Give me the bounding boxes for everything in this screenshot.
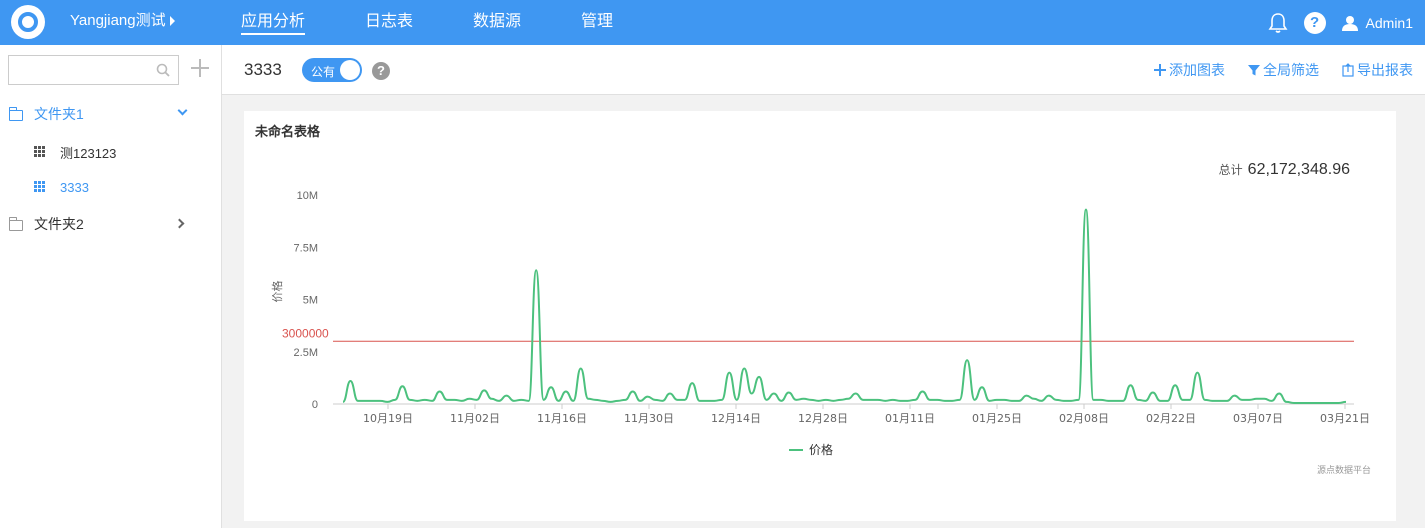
plus-icon — [1153, 63, 1167, 77]
help-icon[interactable]: ? — [1303, 11, 1326, 34]
x-tick-label: 01月11日 — [885, 412, 935, 425]
project-name: Yangjiang测试 — [70, 12, 166, 29]
toggle-label: 公有 — [311, 65, 336, 79]
x-tick-label: 11月30日 — [624, 412, 674, 425]
tab-data-sources[interactable]: 数据源 — [473, 13, 522, 30]
x-tick-label: 12月28日 — [798, 412, 848, 425]
export-report-label: 导出报表 — [1357, 62, 1413, 78]
total-label: 总计 — [1218, 163, 1243, 177]
total-summary: 总计 62,172,348.96 — [1219, 161, 1350, 179]
chevron-right-icon[interactable] — [174, 218, 185, 229]
search-field[interactable] — [13, 56, 153, 82]
add-folder-icon[interactable] — [191, 59, 209, 77]
search-input[interactable] — [8, 55, 179, 85]
main-nav: 应用分析 日志表 数据源 管理 — [241, 0, 673, 45]
tab-app-analysis[interactable]: 应用分析 — [241, 0, 306, 45]
table-icon — [34, 181, 45, 192]
global-filter-button[interactable]: 全局筛选 — [1247, 60, 1319, 80]
total-value: 62,172,348.96 — [1247, 161, 1350, 178]
chart-card: 未命名表格 总计 62,172,348.96 0 2.5M 5M 7.5M 10M 价格 1… — [244, 111, 1396, 521]
top-bar: Yangjiang测试 应用分析 日志表 数据源 管理 ? Admin1 — [0, 0, 1425, 45]
logo-icon[interactable] — [11, 5, 45, 39]
y-tick-label: 2.5M — [294, 347, 318, 359]
filter-icon — [1247, 63, 1261, 77]
legend-label: 价格 — [809, 442, 833, 457]
table-row-1[interactable]: 测123123 — [0, 137, 222, 167]
folder-row-1[interactable]: 文件夹1 — [0, 99, 222, 129]
x-tick-label: 11月02日 — [450, 412, 500, 425]
chevron-down-icon[interactable] — [177, 105, 188, 116]
x-tick-label: 03月07日 — [1233, 412, 1283, 425]
card-title: 未命名表格 — [255, 124, 321, 139]
y-tick-label: 0 — [312, 399, 318, 411]
table-label: 3333 — [60, 179, 89, 195]
tab-log-tables[interactable]: 日志表 — [365, 13, 414, 30]
x-tick-label: 02月22日 — [1146, 412, 1196, 425]
global-filter-label: 全局筛选 — [1263, 62, 1319, 78]
top-right-controls: ? Admin1 — [1268, 0, 1413, 45]
report-actions: 添加图表 全局筛选 导出报表 — [1131, 60, 1413, 80]
line-chart: 0 2.5M 5M 7.5M 10M 价格 10月19日 11月02日 11月16日 11月30日… — [270, 190, 1370, 457]
caret-right-icon — [169, 16, 175, 27]
x-tick-label: 11月16日 — [537, 412, 587, 425]
x-tick-label: 12月14日 — [711, 412, 761, 425]
folder-row-2[interactable]: 文件夹2 — [0, 209, 222, 239]
folder-label: 文件夹2 — [34, 216, 84, 232]
export-report-button[interactable]: 导出报表 — [1341, 60, 1413, 80]
y-axis-label: 价格 — [270, 281, 284, 303]
visibility-toggle[interactable]: 公有 — [302, 58, 362, 82]
sidebar: 文件夹1 测123123 3333 文件夹2 — [0, 45, 222, 528]
tab-manage[interactable]: 管理 — [581, 13, 614, 30]
folder-icon — [9, 107, 23, 121]
y-tick-label: 7.5M — [294, 242, 318, 254]
user-icon[interactable] — [1341, 15, 1358, 31]
x-tick-label: 10月19日 — [363, 412, 413, 425]
project-switcher[interactable]: Yangjiang测试 — [70, 9, 175, 30]
x-tick-label: 02月08日 — [1059, 412, 1109, 425]
x-tick-label: 01月25日 — [972, 412, 1022, 425]
threshold-label: 3000000 — [282, 326, 329, 340]
bell-icon[interactable] — [1268, 12, 1288, 34]
help-icon[interactable]: ? — [372, 62, 390, 80]
y-tick-label: 10M — [297, 190, 318, 202]
y-tick-label: 5M — [303, 295, 318, 307]
search-icon[interactable] — [156, 63, 170, 77]
folder-label: 文件夹1 — [34, 106, 84, 122]
table-icon — [34, 146, 45, 157]
folder-icon — [9, 217, 23, 231]
username[interactable]: Admin1 — [1365, 14, 1413, 31]
watermark: 源点数据平台 — [1316, 465, 1371, 475]
table-row-2[interactable]: 3333 — [0, 172, 222, 202]
series-line — [342, 208, 1347, 404]
add-chart-button[interactable]: 添加图表 — [1153, 60, 1225, 80]
add-chart-label: 添加图表 — [1169, 62, 1225, 78]
x-tick-label: 03月21日 — [1320, 412, 1370, 425]
table-label: 测123123 — [60, 145, 117, 161]
export-icon — [1341, 63, 1355, 77]
toggle-knob — [340, 60, 360, 80]
report-title: 3333 — [244, 60, 282, 79]
report-header: 3333 公有 ? 添加图表 全局筛选 导出报表 — [222, 45, 1425, 95]
